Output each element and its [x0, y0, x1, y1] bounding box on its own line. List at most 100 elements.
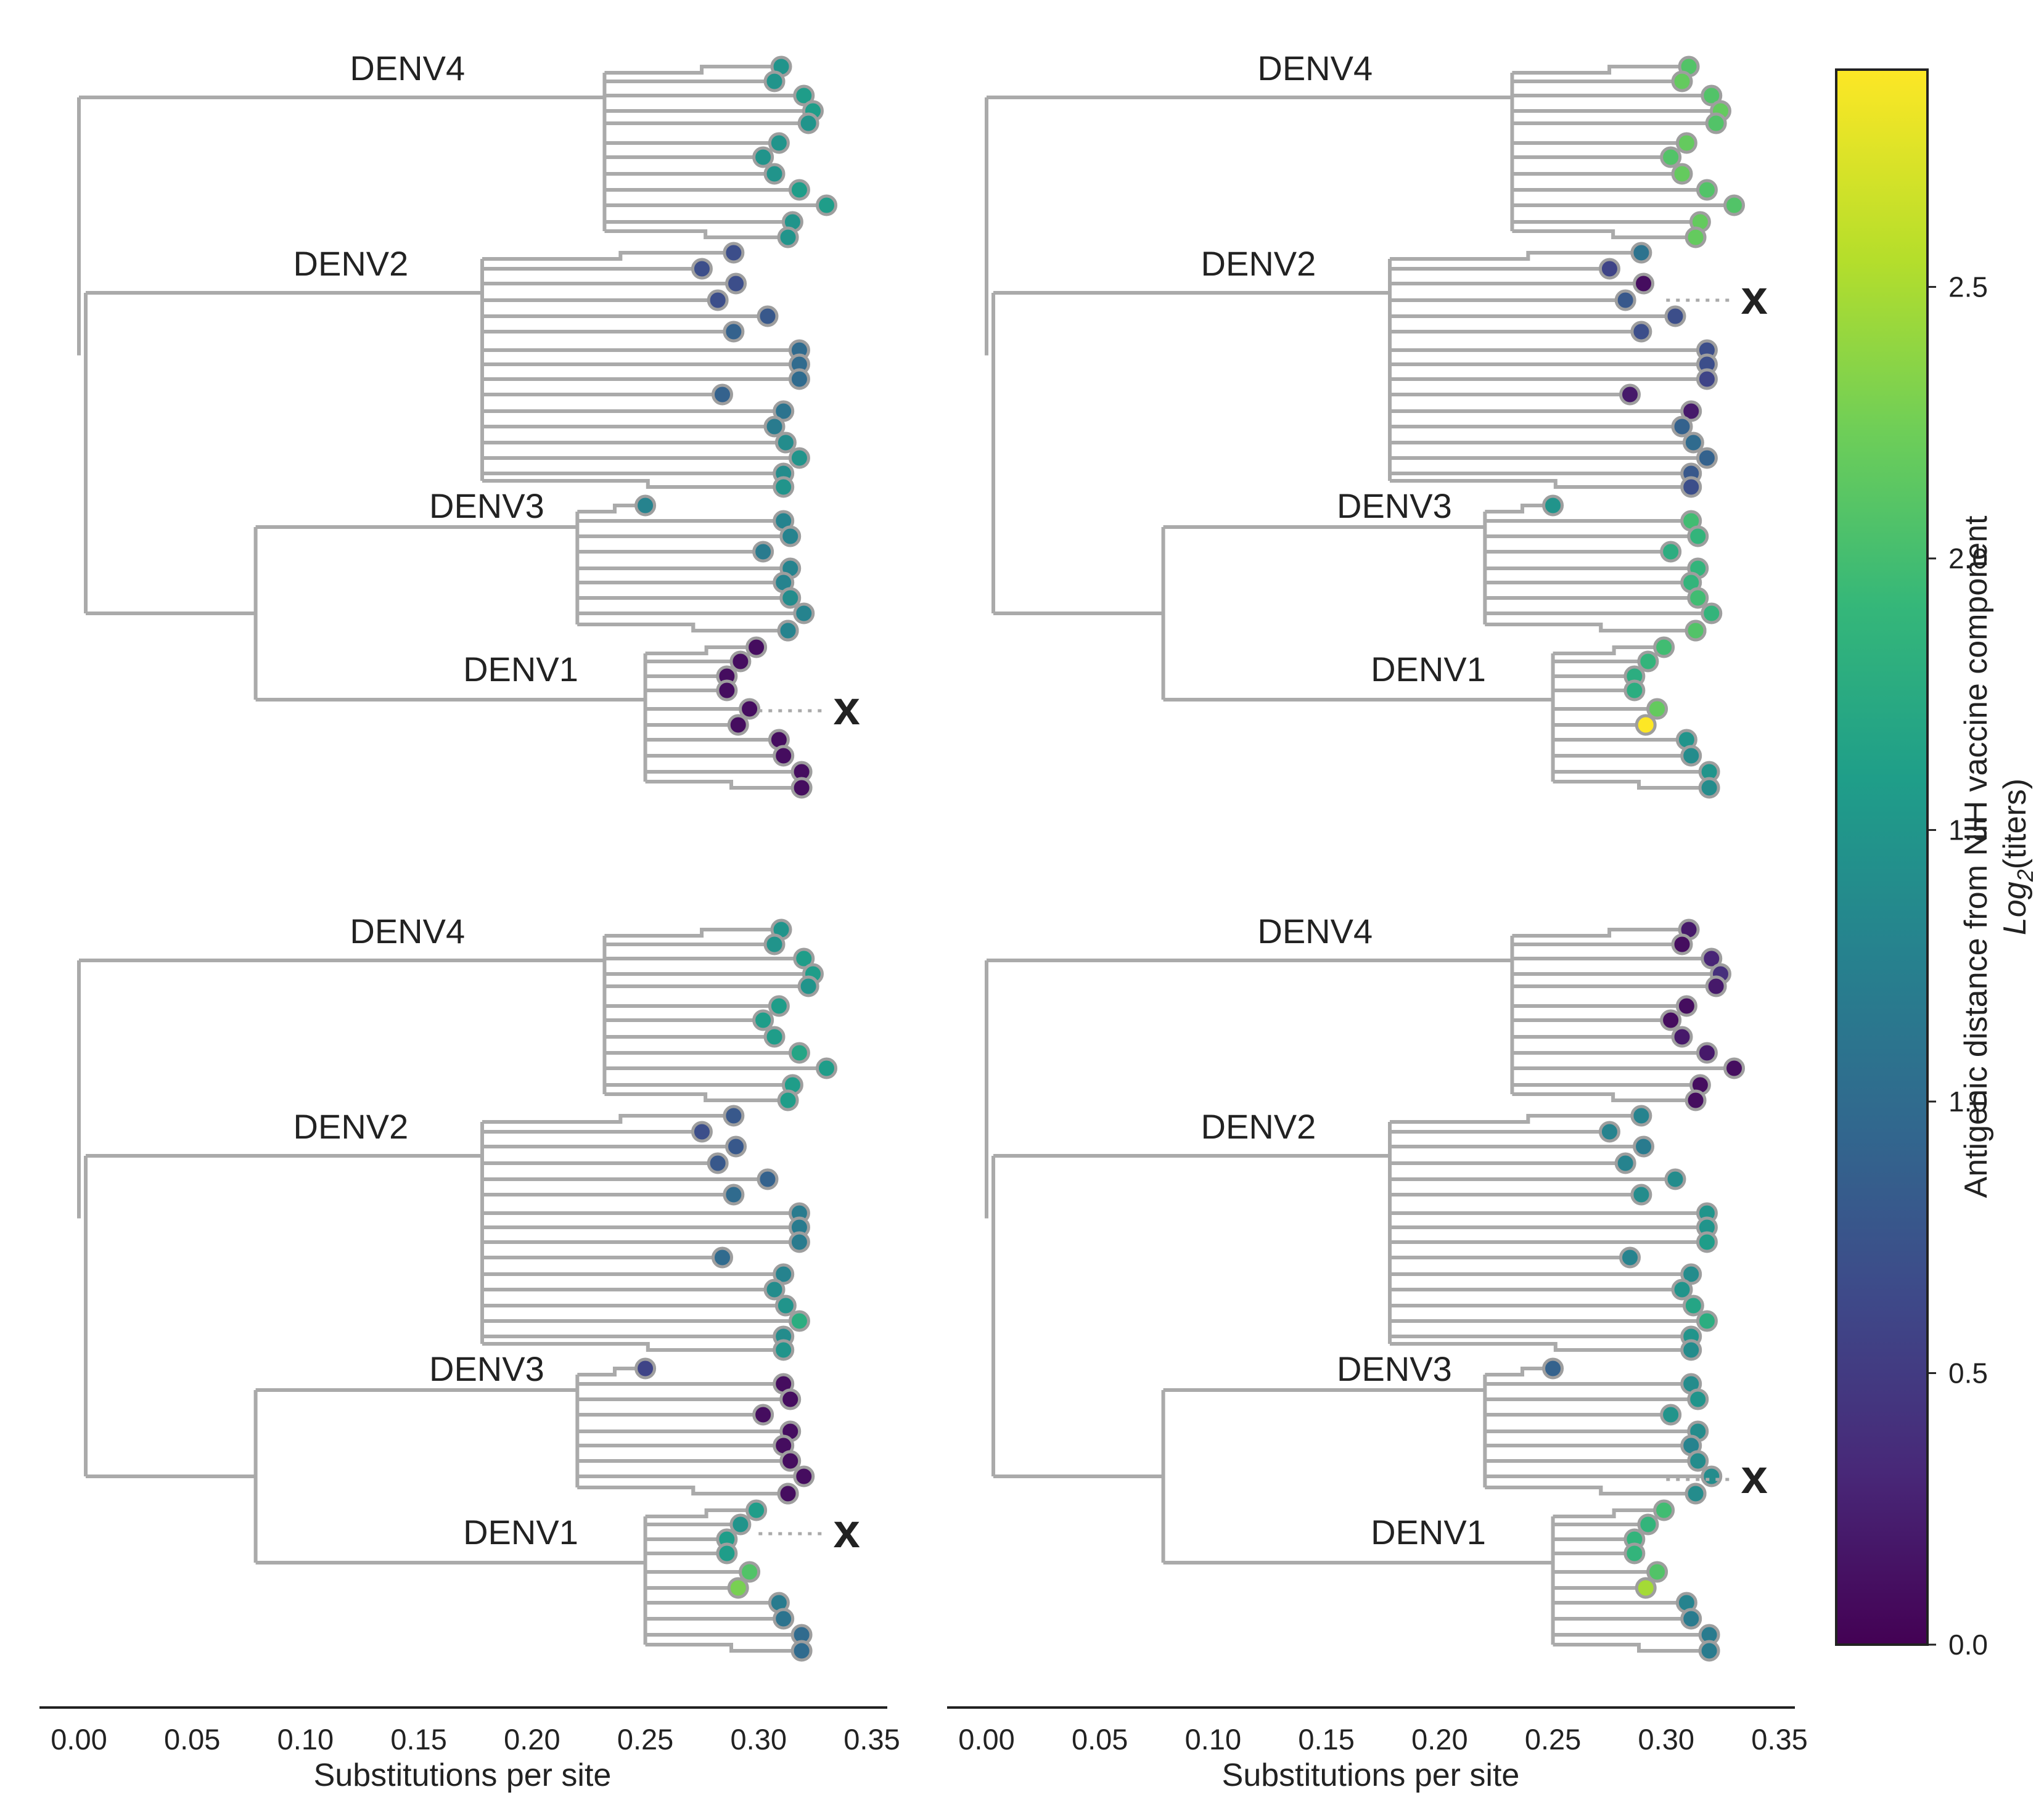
tip-denv4 [816, 194, 838, 216]
colorbar-ticks: 0.0 0.5 1.0 1.5 2.0 2.5 [1927, 271, 1988, 1661]
tip-branch [645, 1508, 757, 1518]
tip-denv4 [1696, 1042, 1718, 1064]
x-tick-label: 0.05 [1072, 1723, 1128, 1756]
clade-label-denv2: DENV2 [293, 244, 409, 283]
tip-branch [1512, 928, 1689, 938]
excluded-x-marker: x [834, 681, 860, 735]
tip-denv4 [763, 70, 786, 92]
tip-denv4 [816, 1057, 838, 1079]
tip-denv4 [1685, 226, 1707, 248]
clade-label-denv3: DENV3 [1337, 1349, 1452, 1388]
tip-branch [604, 65, 782, 75]
tree-branches [985, 928, 1734, 1653]
tip-denv1 [729, 1513, 752, 1536]
tip-branch [645, 780, 802, 790]
clade-label-denv4: DENV4 [1257, 49, 1373, 88]
tip-denv2 [725, 272, 747, 295]
tip-denv2 [711, 383, 733, 406]
clade-label-denv1: DENV1 [463, 650, 578, 689]
tip-denv2 [723, 1184, 745, 1206]
tip-denv1 [745, 636, 768, 658]
tip-denv4 [1705, 112, 1727, 134]
tip-branch [482, 251, 734, 261]
x-axis-right: Substitutions per site 0.00 0.05 0.10 0.15 0… [947, 1706, 1808, 1793]
tip-denv2 [1696, 1310, 1718, 1332]
tip-denv3 [634, 494, 657, 517]
tip-denv4 [1723, 194, 1746, 216]
tip-branch [1485, 504, 1553, 513]
tip-branch [1553, 645, 1664, 655]
tip-branch [1553, 1643, 1710, 1653]
tree-panel-top-right: DENV4 DENV2 DENV3 DENV1 x [985, 49, 1768, 799]
tip-denv3 [1701, 602, 1723, 624]
colorbar-label-suffix: (titers) [1997, 779, 2033, 869]
tip-denv1 [716, 679, 738, 702]
tip-denv3 [1660, 541, 1682, 563]
tip-denv2 [707, 289, 729, 311]
clade-label-denv1: DENV1 [1371, 650, 1486, 689]
tip-denv4 [768, 132, 790, 154]
colorbar-label-sub: 2 [2013, 869, 2038, 882]
tip-denv2 [691, 258, 713, 280]
clade-label-denv1: DENV1 [1371, 1513, 1486, 1552]
tip-denv2 [1680, 1263, 1702, 1285]
tip-denv2 [774, 1295, 797, 1317]
tip-denv4 [1685, 1089, 1707, 1111]
tip-denv2 [1671, 415, 1693, 438]
tip-denv2 [1696, 1231, 1718, 1253]
tip-branch [1390, 1342, 1691, 1352]
root-branch [77, 959, 646, 1565]
tip-denv2 [1630, 321, 1652, 343]
tip-denv2 [1614, 1152, 1636, 1174]
tip-denv4 [788, 179, 810, 201]
tip-denv4 [1696, 179, 1718, 201]
x-tick-label: 0.20 [1411, 1723, 1467, 1756]
tip-denv3 [1687, 587, 1709, 609]
x-tick-label: 0.30 [731, 1723, 787, 1756]
tree-panel-bottom-right: DENV4 DENV2 DENV3 DENV1 x [985, 912, 1768, 1662]
tip-branch [1553, 1508, 1664, 1518]
tree-branches [77, 928, 827, 1653]
tip-denv1 [790, 777, 813, 799]
tip-branch [645, 645, 757, 655]
tip-denv4 [1671, 933, 1693, 955]
tip-denv2 [788, 447, 810, 469]
tip-denv3 [1542, 494, 1564, 517]
x-tick-label: 0.20 [504, 1723, 560, 1756]
tip-denv4 [797, 975, 819, 997]
tip-denv2 [1664, 305, 1686, 327]
tip-denv3 [752, 541, 774, 563]
tip-denv2 [1614, 289, 1636, 311]
tip-branch [482, 1114, 734, 1124]
tip-denv2 [788, 368, 810, 390]
tip-denv2 [1696, 447, 1718, 469]
excluded-x-marker: x [1741, 270, 1768, 324]
tip-denv3 [752, 1404, 774, 1426]
tip-branch [1390, 479, 1691, 489]
tip-denv2 [773, 400, 795, 422]
tip-denv3 [793, 1465, 815, 1487]
tip-denv2 [1630, 1105, 1652, 1127]
tip-denv1 [727, 1577, 749, 1599]
tip-denv1 [1637, 650, 1659, 673]
tip-denv2 [1664, 1168, 1686, 1190]
tip-denv3 [1687, 1388, 1709, 1410]
tip-denv4 [777, 226, 799, 248]
tree-branches [77, 65, 827, 790]
tip-denv2 [757, 305, 779, 327]
x-tick-label: 0.25 [617, 1723, 673, 1756]
tree-branches [985, 65, 1734, 790]
tip-branch [1390, 251, 1641, 261]
tip-denv4 [777, 1089, 799, 1111]
tip-denv2 [773, 476, 795, 498]
tip-denv2 [1682, 432, 1704, 454]
tip-denv3 [634, 1357, 657, 1380]
tip-branch [645, 1643, 802, 1653]
tip-denv2 [707, 1152, 729, 1174]
tip-denv1 [1653, 636, 1675, 658]
tip-denv2 [1619, 1246, 1641, 1269]
tip-denv2 [763, 1278, 786, 1301]
tip-denv1 [773, 745, 795, 767]
tip-denv2 [1630, 1184, 1652, 1206]
